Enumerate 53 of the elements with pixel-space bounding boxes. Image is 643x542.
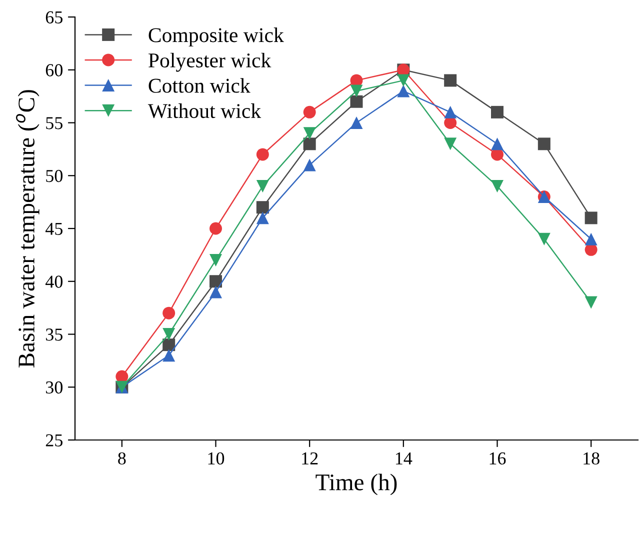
x-tick-label: 12 <box>302 452 318 464</box>
point <box>444 138 457 150</box>
point <box>256 148 269 161</box>
x-tick-label: 8 <box>118 452 126 465</box>
point <box>303 138 316 150</box>
point <box>397 84 410 98</box>
point <box>491 180 504 192</box>
legend-label: Polyester wick <box>148 52 272 72</box>
point <box>491 106 504 118</box>
point <box>491 138 504 150</box>
point <box>162 306 176 320</box>
point <box>444 74 457 87</box>
point <box>584 212 598 224</box>
point <box>303 158 316 172</box>
y-tick-label: 25 <box>46 434 62 446</box>
y-tick-label: 35 <box>46 328 62 341</box>
y-tick-label: 40 <box>45 276 63 288</box>
point <box>210 254 222 266</box>
point <box>397 74 410 87</box>
x-tick-label: 16 <box>490 452 506 465</box>
point <box>256 212 269 224</box>
point <box>162 338 176 352</box>
point <box>162 328 176 340</box>
point <box>210 222 222 235</box>
y-tick-label: 45 <box>45 222 62 235</box>
point <box>210 286 222 298</box>
y-tick-label: 55 <box>46 117 62 130</box>
point <box>538 138 550 150</box>
x-tick-label: 10 <box>208 452 224 465</box>
legend-label: Without wick <box>148 103 262 118</box>
point <box>350 84 363 98</box>
y-tick-label: 30 <box>46 381 63 394</box>
point <box>538 232 550 246</box>
legend-label: Composite wick <box>148 28 284 46</box>
point <box>584 232 598 246</box>
x-tick-label: 14 <box>396 452 412 464</box>
point <box>162 349 176 362</box>
point <box>350 116 363 129</box>
y-tick-label: 60 <box>46 64 63 76</box>
point <box>303 106 316 118</box>
point <box>584 296 598 309</box>
point <box>210 275 222 288</box>
x-axis-title: Time (h) <box>316 474 397 496</box>
y-tick-label: 65 <box>46 11 62 24</box>
point <box>256 201 269 214</box>
x-tick-label: 18 <box>584 452 600 465</box>
legend-label: Cotton wick <box>148 78 250 93</box>
point <box>303 127 316 140</box>
point <box>444 106 457 118</box>
point <box>350 95 363 108</box>
y-tick-label: 50 <box>46 170 63 182</box>
y-axis-title: Basin water temperature ($^{o}$C) <box>16 90 40 368</box>
point <box>256 180 269 192</box>
